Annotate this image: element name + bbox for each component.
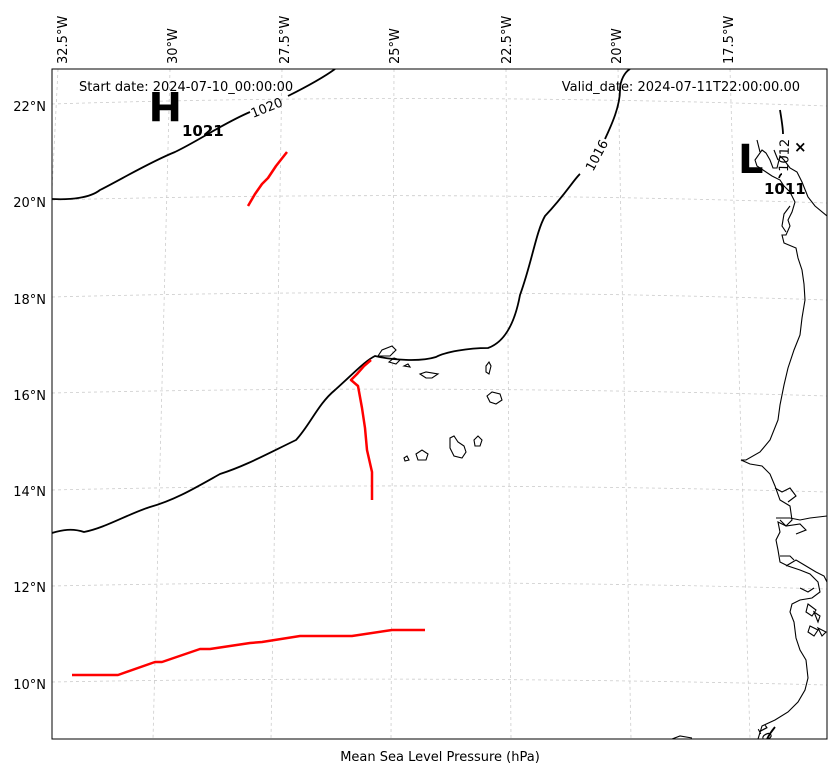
meridian-line [390,69,395,739]
longitude-tick-labels: 32.5°W 30°W 27.5°W 25°W 22.5°W 20°W 17.5… [56,16,737,64]
isobar-label-1012-south: 10 [753,723,774,745]
isobar-1016 [52,69,631,534]
graticule [52,69,827,739]
meridian-line [617,69,632,739]
parallel-line [52,582,827,590]
island-brava [403,455,410,462]
parallel-line [52,388,827,397]
lon-tick-label: 32.5°W [56,16,71,64]
parallel-line [52,485,827,493]
isobar-1012-south [766,726,776,739]
isobar-1012 [778,109,784,179]
trough-lines [72,151,425,677]
low-pressure-center: L 1011 × [738,137,807,198]
island-maio [473,435,483,447]
low-center-value: 1011 [764,180,806,198]
map-frame [51,68,828,740]
island-santo-antao [376,345,397,357]
lon-tick-label: 22.5°W [500,16,515,64]
isobar-label-1012: 1012 [777,139,793,173]
lat-tick-label: 10°N [13,678,46,693]
lon-tick-label: 17.5°W [722,16,737,64]
island-fogo [415,449,429,461]
high-center-value: 1021 [182,122,224,140]
lat-tick-label: 14°N [13,485,46,500]
low-center-marker: × [794,138,807,156]
parallel-line [52,292,827,301]
africa-coast-bijagos [785,559,827,583]
high-center-letter: H [149,82,182,128]
parallel-line [52,678,827,686]
island-boa-vista [486,391,503,405]
start-date-label: Start date: 2024-07-10_00:00:00 [79,80,293,95]
island-sal [485,360,492,375]
isobars [52,69,784,739]
africa-coastline-north [756,139,791,233]
latitude-tick-labels: 22°N 20°N 18°N 16°N 14°N 12°N 10°N [13,100,46,693]
lat-tick-label: 12°N [13,581,46,596]
lat-tick-label: 20°N [13,196,46,211]
isobar-1020 [52,69,336,201]
trough-line-north [246,151,288,207]
africa-coastline [740,149,827,739]
high-pressure-center: H 1021 [149,82,224,140]
island-sao-nicolau [418,371,440,379]
meridian-line [152,69,171,739]
island-santa-luzia [402,363,412,368]
valid-date-label: Valid_date: 2024-07-11T22:00:00.00 [562,80,800,95]
lon-tick-label: 25°W [388,28,403,64]
lon-tick-label: 20°W [610,28,625,64]
lon-tick-label: 30°W [166,28,181,64]
trough-line-south [72,628,425,677]
lon-tick-label: 27.5°W [278,16,293,64]
meridian-line [505,69,512,739]
low-center-letter: L [738,137,764,183]
meridian-line [729,69,751,739]
island-santiago [449,435,467,459]
africa-coast-south [671,735,693,739]
meridian-line [52,69,59,191]
isobar-label-1020: 1020 [249,95,285,121]
map-caption: Mean Sea Level Pressure (hPa) [340,750,540,765]
africa-coast-gambia [776,515,827,521]
lat-tick-label: 22°N [13,100,46,115]
coastlines [376,139,827,739]
meridian-line [270,69,283,739]
parallel-line [52,195,827,204]
isobar-label-1016: 1016 [583,138,612,174]
parallel-line [52,98,827,107]
lat-tick-label: 16°N [13,389,46,404]
trough-line-central [349,359,374,500]
africa-coast-inlet [774,487,827,637]
lat-tick-label: 18°N [13,293,46,308]
